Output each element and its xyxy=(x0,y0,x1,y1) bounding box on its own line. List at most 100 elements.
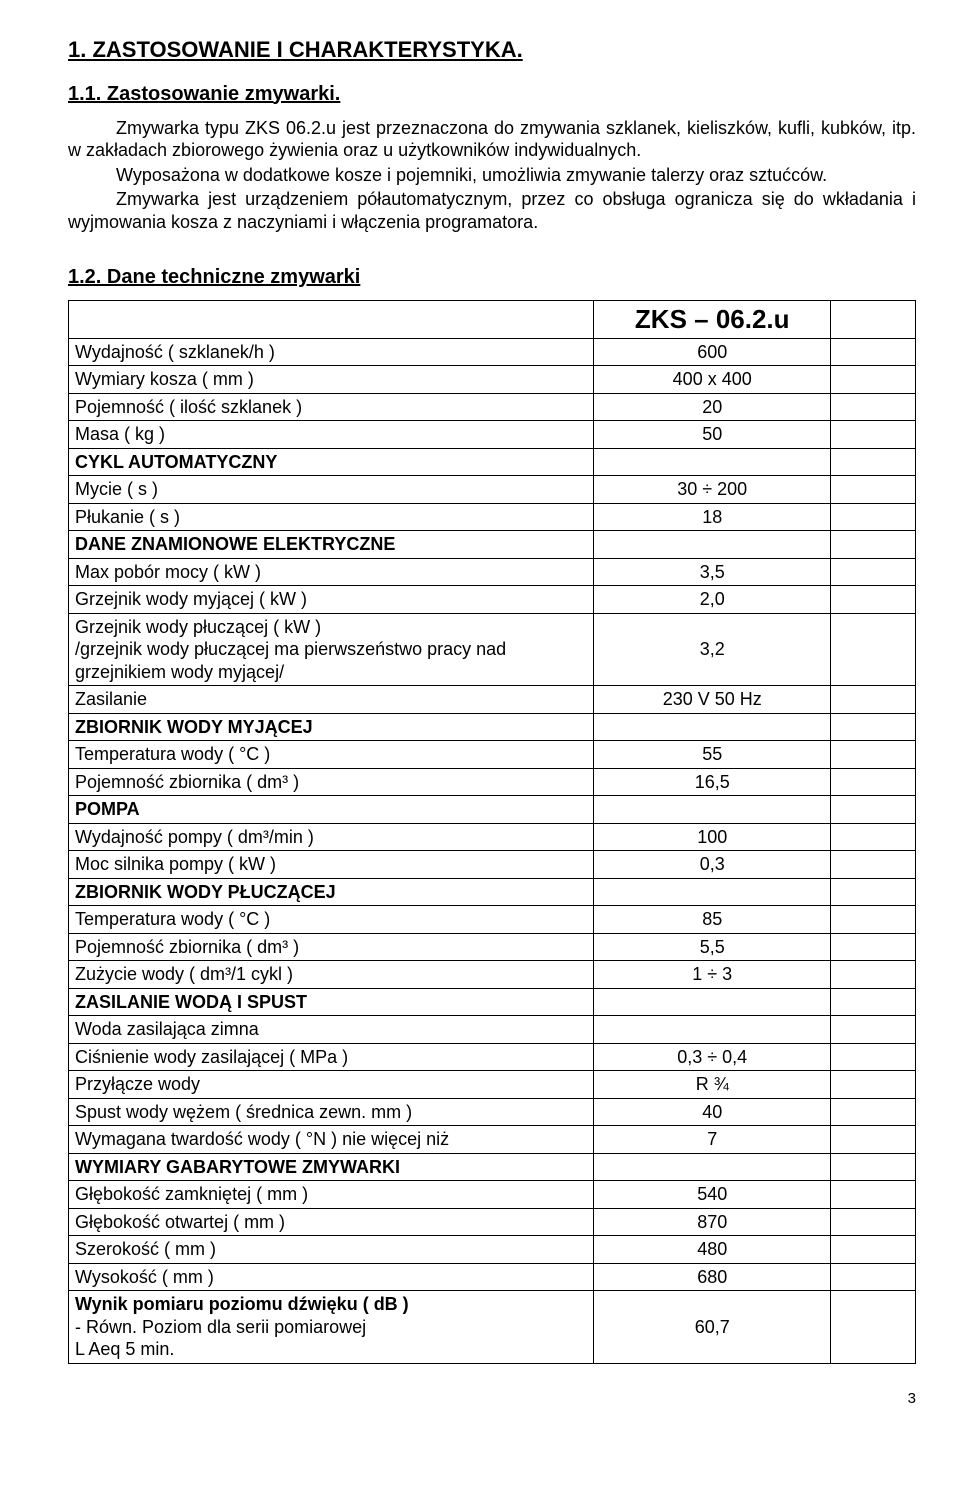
table-cell-empty xyxy=(831,961,916,989)
table-cell-label: Wydajność pompy ( dm³/min ) xyxy=(69,823,594,851)
table-cell-label: Zasilanie xyxy=(69,686,594,714)
table-cell-value xyxy=(594,988,831,1016)
table-cell-empty xyxy=(831,906,916,934)
table-row: POMPA xyxy=(69,796,916,824)
table-cell-label: CYKL AUTOMATYCZNY xyxy=(69,448,594,476)
table-row: Grzejnik wody myjącej ( kW )2,0 xyxy=(69,586,916,614)
table-cell-empty xyxy=(831,686,916,714)
table-cell-value: 7 xyxy=(594,1126,831,1154)
table-cell-empty xyxy=(831,1236,916,1264)
table-cell-empty xyxy=(831,1098,916,1126)
table-row: Pojemność zbiornika ( dm³ )16,5 xyxy=(69,768,916,796)
table-row: Spust wody wężem ( średnica zewn. mm )40 xyxy=(69,1098,916,1126)
table-cell-value: 50 xyxy=(594,421,831,449)
table-cell-empty xyxy=(831,878,916,906)
table-cell-empty xyxy=(831,933,916,961)
table-cell-label: Płukanie ( s ) xyxy=(69,503,594,531)
table-row: Pojemność ( ilość szklanek )20 xyxy=(69,393,916,421)
table-cell-empty xyxy=(831,768,916,796)
table-cell-label: WYMIARY GABARYTOWE ZMYWARKI xyxy=(69,1153,594,1181)
table-cell-empty xyxy=(831,1126,916,1154)
table-cell-label: Wymagana twardość wody ( °N ) nie więcej… xyxy=(69,1126,594,1154)
table-cell-value: 870 xyxy=(594,1208,831,1236)
table-cell-label: Wymiary kosza ( mm ) xyxy=(69,366,594,394)
table-cell-empty xyxy=(831,366,916,394)
table-cell-empty xyxy=(831,613,916,686)
table-row: ZASILANIE WODĄ I SPUST xyxy=(69,988,916,1016)
table-row: Ciśnienie wody zasilającej ( MPa )0,3 ÷ … xyxy=(69,1043,916,1071)
table-cell-label: Max pobór mocy ( kW ) xyxy=(69,558,594,586)
table-cell-label: ZBIORNIK WODY PŁUCZĄCEJ xyxy=(69,878,594,906)
table-row: Grzejnik wody płuczącej ( kW )/grzejnik … xyxy=(69,613,916,686)
table-row: Przyłącze wodyR ¾ xyxy=(69,1071,916,1099)
table-row: Płukanie ( s )18 xyxy=(69,503,916,531)
table-cell-label: Masa ( kg ) xyxy=(69,421,594,449)
table-cell-value xyxy=(594,796,831,824)
table-cell-label: Pojemność zbiornika ( dm³ ) xyxy=(69,933,594,961)
table-row: WYMIARY GABARYTOWE ZMYWARKI xyxy=(69,1153,916,1181)
table-cell-value: 60,7 xyxy=(594,1291,831,1364)
table-cell-value: 600 xyxy=(594,338,831,366)
table-row: Głębokość zamkniętej ( mm )540 xyxy=(69,1181,916,1209)
table-row: Moc silnika pompy ( kW )0,3 xyxy=(69,851,916,879)
table-row: ZBIORNIK WODY MYJĄCEJ xyxy=(69,713,916,741)
table-cell-value xyxy=(594,878,831,906)
table-row: Zużycie wody ( dm³/1 cykl )1 ÷ 3 xyxy=(69,961,916,989)
table-cell-label: Pojemność zbiornika ( dm³ ) xyxy=(69,768,594,796)
table-cell-empty xyxy=(831,476,916,504)
table-cell-label: Grzejnik wody myjącej ( kW ) xyxy=(69,586,594,614)
table-cell-label: Wynik pomiaru poziomu dźwięku ( dB ) - R… xyxy=(69,1291,594,1364)
table-row: Głębokość otwartej ( mm )870 xyxy=(69,1208,916,1236)
table-row: Zasilanie230 V 50 Hz xyxy=(69,686,916,714)
table-cell-label: Moc silnika pompy ( kW ) xyxy=(69,851,594,879)
table-row: CYKL AUTOMATYCZNY xyxy=(69,448,916,476)
table-row: Mycie ( s )30 ÷ 200 xyxy=(69,476,916,504)
table-cell-value: R ¾ xyxy=(594,1071,831,1099)
table-cell-empty xyxy=(831,1263,916,1291)
table-cell-empty xyxy=(831,503,916,531)
heading-1: 1. ZASTOSOWANIE I CHARAKTERYSTYKA. xyxy=(68,36,916,64)
table-cell-label: Grzejnik wody płuczącej ( kW )/grzejnik … xyxy=(69,613,594,686)
table-cell-value: 16,5 xyxy=(594,768,831,796)
table-cell-label: Ciśnienie wody zasilającej ( MPa ) xyxy=(69,1043,594,1071)
page-number: 3 xyxy=(68,1390,916,1409)
table-cell-label: ZASILANIE WODĄ I SPUST xyxy=(69,988,594,1016)
table-row: Woda zasilająca zimna xyxy=(69,1016,916,1044)
table-row: Temperatura wody ( °C )85 xyxy=(69,906,916,934)
table-cell-empty xyxy=(831,448,916,476)
table-cell-value: 0,3 xyxy=(594,851,831,879)
table-cell-value: 230 V 50 Hz xyxy=(594,686,831,714)
table-cell-label: Wydajność ( szklanek/h ) xyxy=(69,338,594,366)
table-cell-label: Szerokość ( mm ) xyxy=(69,1236,594,1264)
table-cell-value xyxy=(594,713,831,741)
table-cell-value: 30 ÷ 200 xyxy=(594,476,831,504)
spec-table: ZKS – 06.2.u Wydajność ( szklanek/h )600… xyxy=(68,300,916,1364)
table-cell-value: 400 x 400 xyxy=(594,366,831,394)
table-row: Wydajność pompy ( dm³/min )100 xyxy=(69,823,916,851)
table-cell-label: POMPA xyxy=(69,796,594,824)
table-row: Wymagana twardość wody ( °N ) nie więcej… xyxy=(69,1126,916,1154)
table-row: Masa ( kg )50 xyxy=(69,421,916,449)
table-cell-empty xyxy=(831,1016,916,1044)
table-cell-value xyxy=(594,1016,831,1044)
paragraph-3: Zmywarka jest urządzeniem półautomatyczn… xyxy=(68,188,916,233)
table-cell-value: 5,5 xyxy=(594,933,831,961)
table-cell-label: Mycie ( s ) xyxy=(69,476,594,504)
table-row: Wysokość ( mm )680 xyxy=(69,1263,916,1291)
table-header-empty-right xyxy=(831,301,916,339)
table-row: Temperatura wody ( °C )55 xyxy=(69,741,916,769)
table-row: Szerokość ( mm )480 xyxy=(69,1236,916,1264)
table-cell-empty xyxy=(831,1153,916,1181)
table-cell-empty xyxy=(831,1043,916,1071)
table-row: Max pobór mocy ( kW )3,5 xyxy=(69,558,916,586)
table-cell-value: 2,0 xyxy=(594,586,831,614)
table-cell-label: Zużycie wody ( dm³/1 cykl ) xyxy=(69,961,594,989)
table-cell-label: Wysokość ( mm ) xyxy=(69,1263,594,1291)
table-cell-value: 480 xyxy=(594,1236,831,1264)
table-cell-empty xyxy=(831,988,916,1016)
table-cell-empty xyxy=(831,338,916,366)
table-cell-empty xyxy=(831,558,916,586)
table-cell-label: Temperatura wody ( °C ) xyxy=(69,906,594,934)
table-cell-value: 540 xyxy=(594,1181,831,1209)
table-cell-value xyxy=(594,531,831,559)
